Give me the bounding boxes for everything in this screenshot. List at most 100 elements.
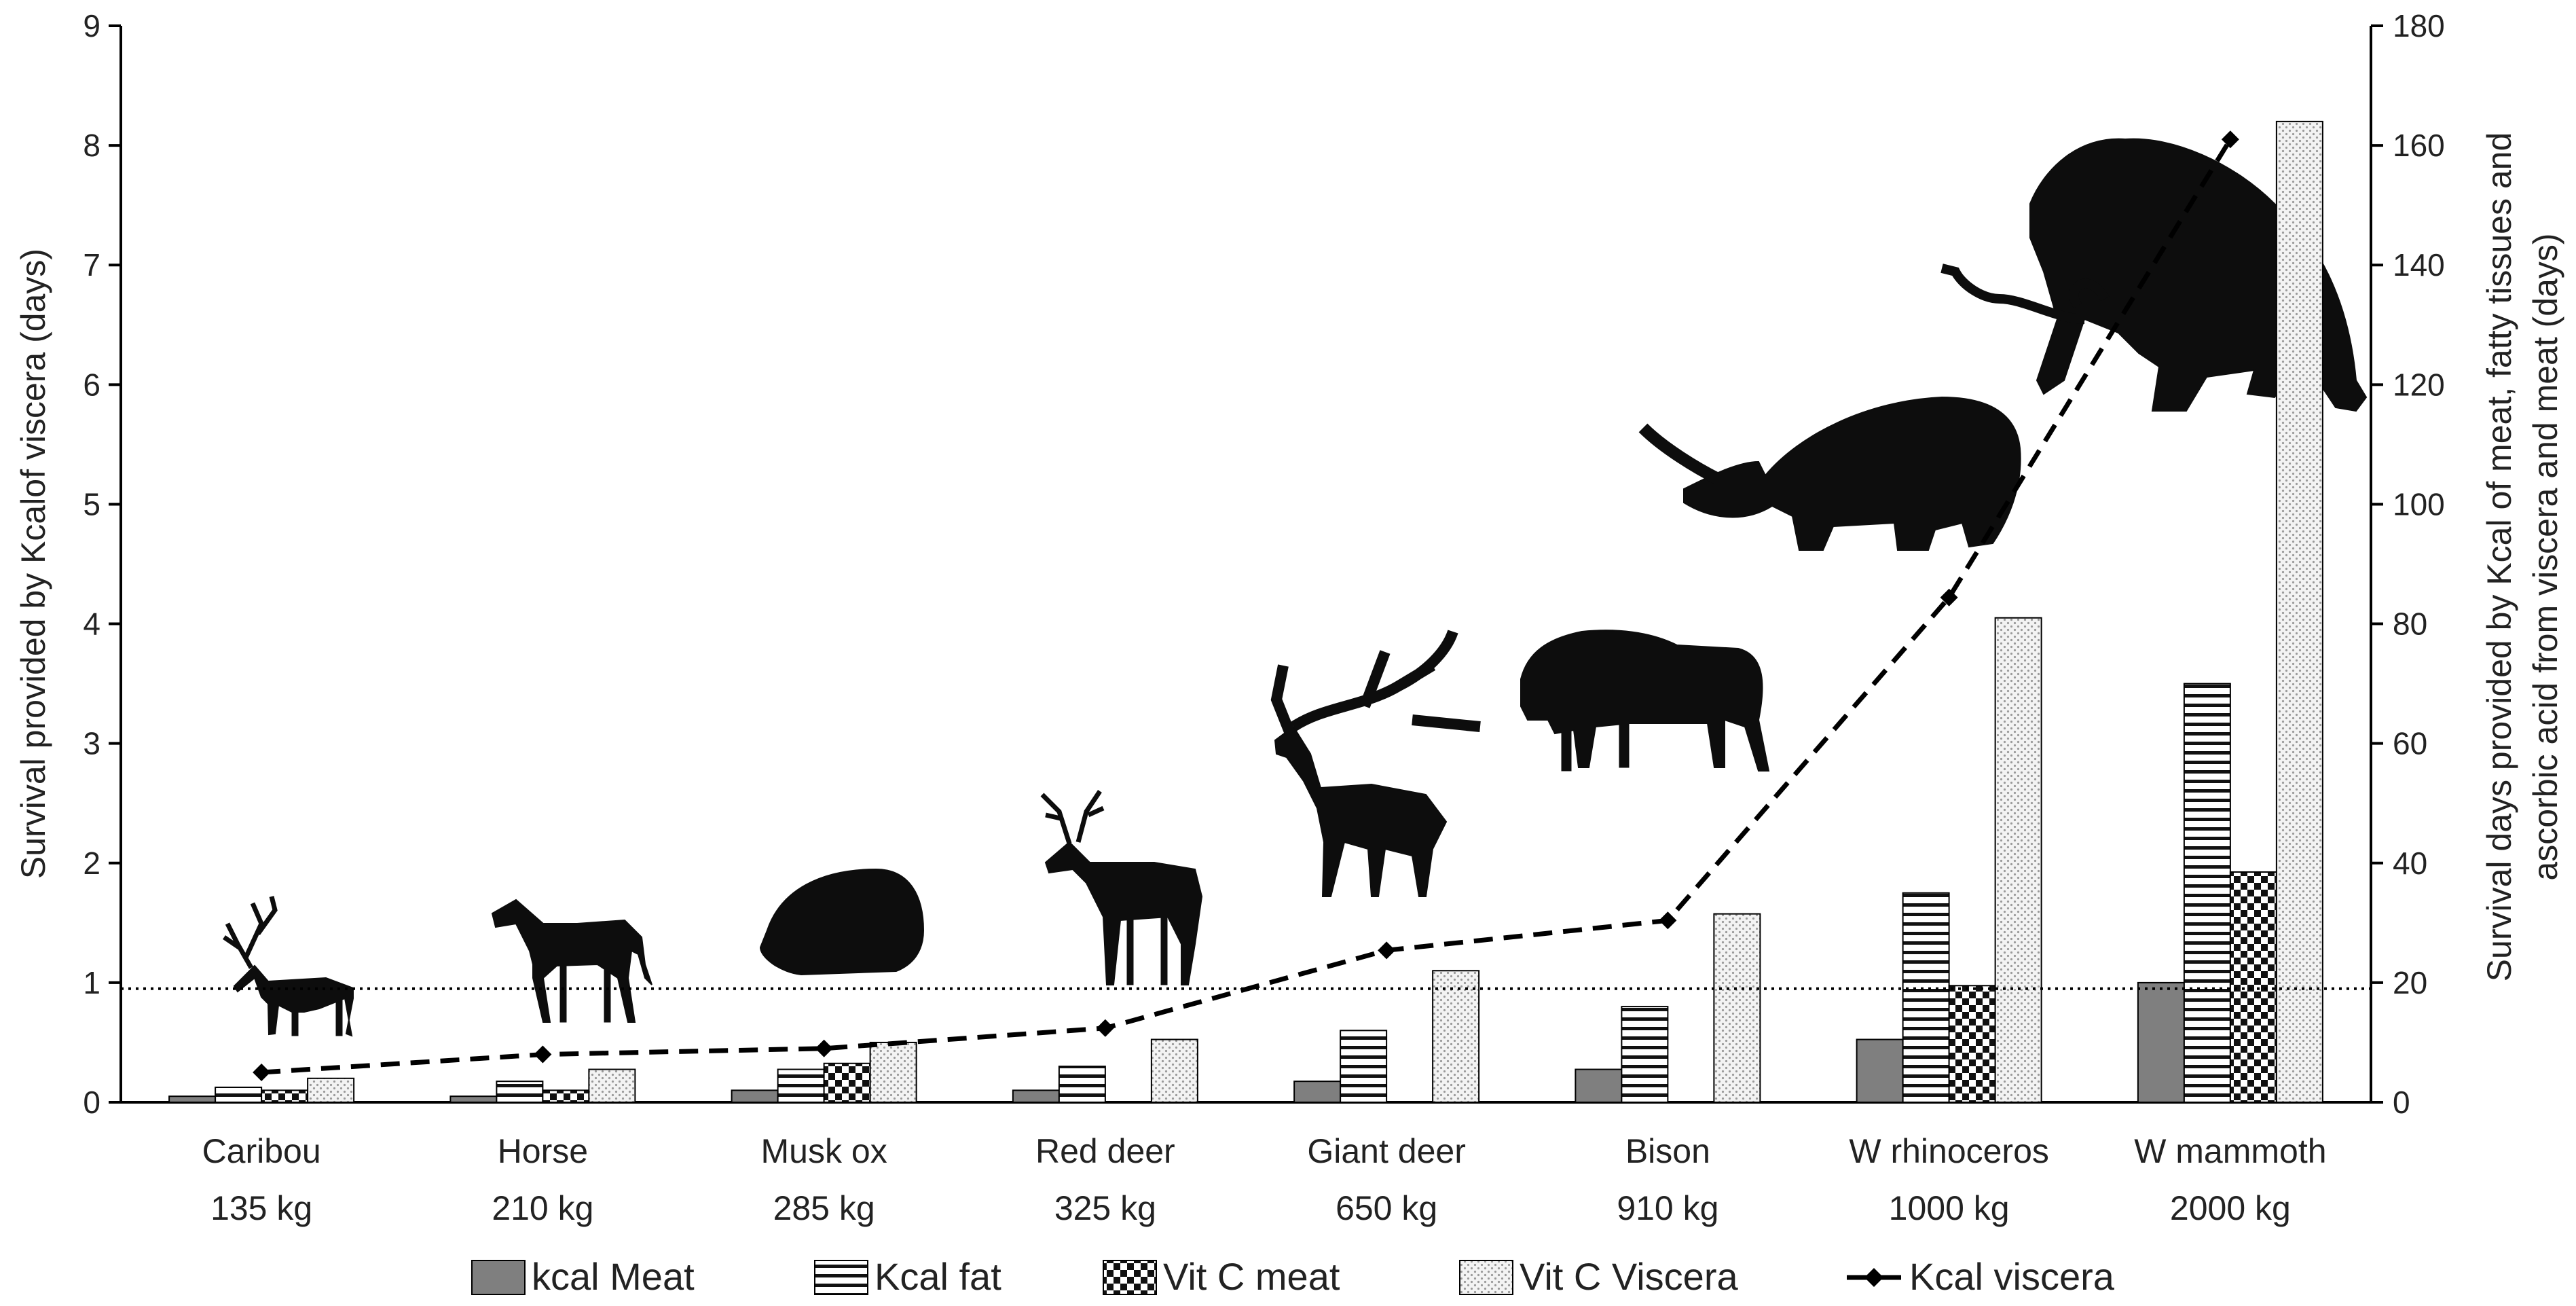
category-label: Red deer bbox=[1035, 1132, 1175, 1170]
left-tick-label: 9 bbox=[83, 8, 100, 43]
bar-vit-c-meat bbox=[823, 1062, 871, 1104]
legend-swatch-vit-c-meat bbox=[1103, 1260, 1157, 1295]
bar-vit-c-viscera bbox=[1994, 617, 2042, 1103]
kcal-viscera-marker bbox=[1940, 588, 1958, 606]
caribou-icon bbox=[223, 896, 354, 1037]
legend-item-kcal-fat: Kcal fat bbox=[814, 1255, 1001, 1298]
legend-item-kcal-meat: kcal Meat bbox=[471, 1255, 695, 1298]
legend: kcal Meat Kcal fat Vit C meat Vit C Visc… bbox=[471, 1255, 2115, 1298]
left-ticks: 0 1 2 3 4 5 6 7 8 9 bbox=[83, 8, 121, 1120]
legend-marker-kcal-viscera bbox=[1864, 1268, 1883, 1287]
bar-kcal-fat bbox=[496, 1081, 544, 1103]
right-tick-label: 140 bbox=[2393, 247, 2445, 283]
category-weight: 1000 kg bbox=[1889, 1189, 2010, 1227]
bar-vit-c-viscera bbox=[588, 1068, 636, 1104]
bar-vit-c-meat bbox=[2229, 871, 2277, 1103]
left-tick-label: 6 bbox=[83, 367, 100, 402]
animal-silhouettes bbox=[223, 138, 2368, 1037]
category-label: Caribou bbox=[202, 1132, 321, 1170]
bar-kcal-fat bbox=[1621, 1006, 1669, 1103]
bar-vit-c-viscera bbox=[1150, 1038, 1198, 1103]
right-tick-label: 100 bbox=[2393, 486, 2445, 522]
category-label: Bison bbox=[1625, 1132, 1710, 1170]
right-tick-label: 180 bbox=[2393, 8, 2445, 43]
legend-item-kcal-viscera: Kcal viscera bbox=[1847, 1255, 2115, 1298]
legend-swatch-vit-c-viscera bbox=[1459, 1260, 1513, 1295]
category-labels: Caribou 135 kg Horse 210 kg Musk ox 285 kg Red… bbox=[202, 1132, 2327, 1227]
bar-kcal-meat bbox=[1856, 1038, 1904, 1103]
category-weight: 2000 kg bbox=[2170, 1189, 2291, 1227]
bar-kcal-fat bbox=[777, 1068, 825, 1104]
category-weight: 210 kg bbox=[492, 1189, 593, 1227]
horse-icon bbox=[491, 899, 652, 1023]
category-label: Horse bbox=[498, 1132, 588, 1170]
bar-kcal-meat bbox=[731, 1089, 779, 1104]
legend-label-kcal-viscera: Kcal viscera bbox=[1909, 1255, 2115, 1298]
bar-kcal-meat bbox=[1293, 1081, 1342, 1103]
category-weight: 650 kg bbox=[1336, 1189, 1437, 1227]
legend-item-vit-c-viscera: Vit C Viscera bbox=[1459, 1255, 1738, 1298]
left-tick-label: 4 bbox=[83, 606, 100, 642]
bar-vit-c-viscera bbox=[1432, 970, 1480, 1104]
giant-deer-icon bbox=[1270, 630, 1481, 897]
legend-label-vit-c-viscera: Vit C Viscera bbox=[1520, 1255, 1738, 1298]
legend-swatch-kcal-fat bbox=[814, 1260, 868, 1295]
left-tick-label: 7 bbox=[83, 247, 100, 283]
legend-label-vit-c-meat: Vit C meat bbox=[1163, 1255, 1340, 1298]
kcal-viscera-line bbox=[261, 138, 2232, 1075]
category-weight: 325 kg bbox=[1054, 1189, 1156, 1227]
category-label: W rhinoceros bbox=[1849, 1132, 2049, 1170]
bar-kcal-fat bbox=[2183, 683, 2231, 1103]
category-label: Giant deer bbox=[1307, 1132, 1465, 1170]
category-weight: 285 kg bbox=[773, 1189, 875, 1227]
legend-label-kcal-fat: Kcal fat bbox=[875, 1255, 1001, 1298]
kcal-viscera-marker bbox=[815, 1039, 833, 1057]
left-tick-label: 3 bbox=[83, 726, 100, 761]
bar-kcal-fat bbox=[215, 1086, 263, 1103]
legend-label-kcal-meat: kcal Meat bbox=[532, 1255, 695, 1298]
woolly-rhinoceros-icon bbox=[1638, 396, 2021, 551]
y-axis-right-label-line1: Survival days provided by Kcal of meat, … bbox=[2480, 132, 2518, 982]
left-tick-label: 2 bbox=[83, 846, 100, 881]
right-tick-label: 60 bbox=[2393, 726, 2427, 761]
left-tick-label: 1 bbox=[83, 965, 100, 1000]
legend-item-vit-c-meat: Vit C meat bbox=[1103, 1255, 1340, 1298]
right-tick-label: 0 bbox=[2393, 1085, 2410, 1120]
kcal-viscera-marker bbox=[534, 1045, 552, 1064]
kcal-viscera-marker bbox=[253, 1063, 271, 1081]
kcal-viscera-marker bbox=[1096, 1019, 1114, 1037]
kcal-viscera-markers bbox=[253, 130, 2239, 1081]
legend-swatch-kcal-meat bbox=[471, 1260, 526, 1295]
bar-kcal-fat bbox=[1058, 1066, 1106, 1103]
left-tick-label: 0 bbox=[83, 1085, 100, 1120]
kcal-viscera-marker bbox=[2221, 130, 2239, 149]
right-tick-label: 120 bbox=[2393, 367, 2445, 402]
musk-ox-icon bbox=[759, 868, 925, 976]
bar-kcal-fat bbox=[1340, 1030, 1388, 1104]
right-tick-label: 20 bbox=[2393, 965, 2427, 1000]
right-tick-label: 160 bbox=[2393, 128, 2445, 163]
red-deer-icon bbox=[1040, 790, 1203, 985]
bar-kcal-fat bbox=[1902, 892, 1950, 1103]
right-tick-label: 80 bbox=[2393, 606, 2427, 642]
right-ticks: 0 20 40 60 80 100 120 140 160 180 bbox=[2371, 8, 2445, 1120]
y-axis-left-label: Survival provided by Kcalof viscera (day… bbox=[14, 249, 52, 879]
bar-vit-c-meat bbox=[542, 1089, 590, 1104]
bar-vit-c-viscera bbox=[1713, 913, 1761, 1103]
bar-kcal-meat bbox=[168, 1095, 217, 1104]
kcal-viscera-marker bbox=[1659, 911, 1677, 930]
bar-vit-c-viscera bbox=[2275, 120, 2323, 1103]
category-label: Musk ox bbox=[761, 1132, 887, 1170]
right-tick-label: 40 bbox=[2393, 846, 2427, 881]
category-label: W mammoth bbox=[2134, 1132, 2326, 1170]
bar-kcal-meat bbox=[449, 1095, 498, 1104]
category-weight: 135 kg bbox=[210, 1189, 312, 1227]
bar-vit-c-meat bbox=[261, 1089, 309, 1104]
left-tick-label: 8 bbox=[83, 128, 100, 163]
kcal-viscera-marker bbox=[1378, 941, 1396, 960]
bar-kcal-meat bbox=[2137, 981, 2185, 1104]
bar-vit-c-meat bbox=[1948, 985, 1996, 1103]
left-tick-label: 5 bbox=[83, 486, 100, 522]
bar-vit-c-viscera bbox=[307, 1077, 355, 1104]
